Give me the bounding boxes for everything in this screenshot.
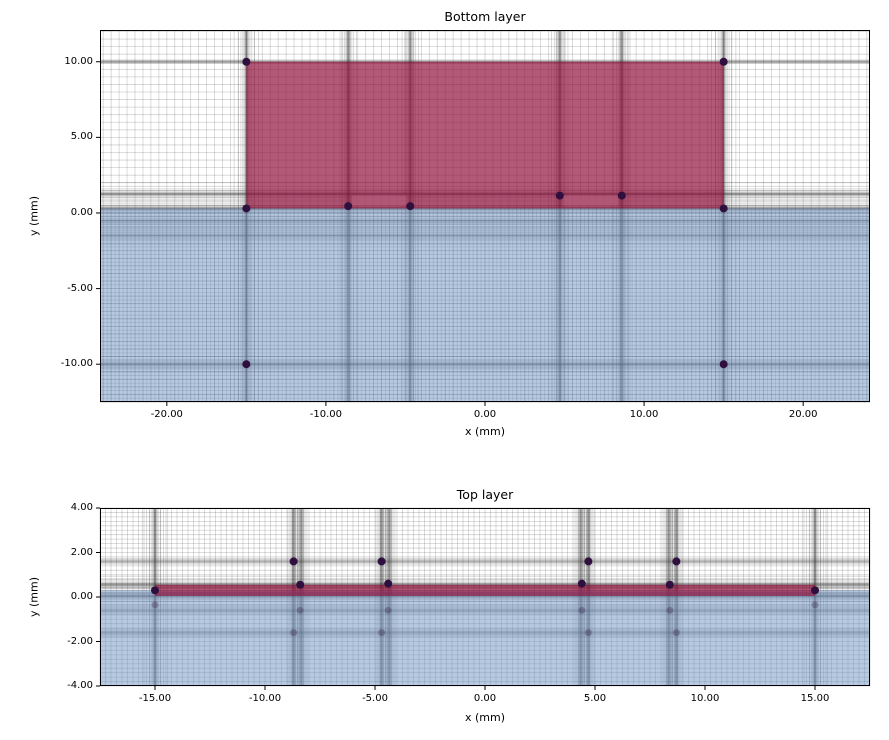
mesh-plot-svg — [96, 507, 871, 690]
mesh-point — [584, 557, 593, 566]
y-tick-label: -2.00 — [67, 635, 93, 647]
tick-marks — [96, 507, 816, 690]
region-substrate — [100, 590, 870, 686]
x-tick-label: 0.00 — [473, 409, 497, 420]
mesh-point — [242, 57, 251, 66]
mesh-point — [617, 191, 626, 200]
plot-title-top-layer: Top layer — [456, 487, 514, 502]
axes-top-layer — [96, 507, 871, 690]
mesh-point-faint — [296, 606, 304, 614]
y-tick-label: -5.00 — [67, 282, 93, 294]
region-substrate — [100, 208, 870, 402]
mesh-point-faint — [666, 606, 674, 614]
x-tick-label: 10.00 — [690, 693, 720, 704]
axes-spines — [100, 30, 870, 402]
y-tick-label: 0.00 — [70, 206, 93, 218]
mesh-points — [151, 557, 819, 637]
mesh-point — [344, 202, 353, 211]
x-tick-label: -10.00 — [309, 409, 343, 420]
x-axis-label-bottom-layer: x (mm) — [464, 425, 506, 438]
mesh-point — [555, 191, 564, 200]
mesh-point-faint — [672, 629, 680, 637]
material-regions — [100, 584, 870, 686]
region-conductor — [155, 584, 815, 596]
mesh-point — [242, 204, 251, 213]
mesh-point-faint — [384, 606, 392, 614]
tick-marks — [96, 61, 804, 406]
y-tick-label: -10.00 — [60, 358, 93, 370]
region-conductor — [246, 61, 724, 209]
x-tick-label: -5.00 — [362, 693, 388, 704]
mesh-point — [811, 586, 819, 595]
y-tick-label: 4.00 — [70, 502, 93, 513]
mesh-point — [406, 202, 415, 211]
mesh-point — [296, 580, 305, 589]
mesh-point — [719, 360, 728, 369]
mesh-points — [242, 57, 728, 369]
y-tick-label: 10.00 — [64, 55, 93, 67]
x-tick-label: -20.00 — [150, 409, 183, 420]
mesh-point-faint — [151, 601, 159, 609]
mesh-point — [151, 586, 159, 595]
mesh-point-faint — [584, 629, 592, 637]
mesh-point — [719, 204, 728, 213]
mesh-point — [242, 360, 251, 369]
x-tick-label: 0.00 — [473, 693, 497, 704]
mesh-point — [719, 57, 728, 66]
mesh-point — [384, 579, 393, 588]
axes-bottom-layer — [96, 30, 870, 406]
y-tick-label: -4.00 — [67, 680, 93, 691]
mesh-point — [577, 579, 586, 588]
mesh-point-faint — [578, 606, 586, 614]
plot-title-bottom-layer: Bottom layer — [444, 9, 526, 24]
x-tick-label: 5.00 — [583, 693, 607, 704]
mesh-point — [289, 557, 298, 566]
x-tick-label: -15.00 — [138, 693, 172, 704]
x-tick-label: 15.00 — [800, 693, 830, 704]
x-tick-label: -10.00 — [248, 693, 282, 704]
y-tick-label: 2.00 — [70, 546, 93, 558]
y-tick-label: 5.00 — [70, 131, 93, 143]
mesh-point — [672, 557, 681, 566]
y-tick-label: 0.00 — [70, 591, 93, 602]
axes-spines — [100, 508, 870, 686]
mesh-point — [377, 557, 386, 566]
mesh-point-faint — [290, 629, 298, 637]
mesh-plot-svg — [96, 30, 870, 406]
mesh-point-faint — [811, 601, 819, 609]
material-regions — [100, 61, 870, 402]
mesh-point — [665, 580, 674, 589]
x-tick-label: 10.00 — [629, 409, 659, 420]
mesh-point-faint — [378, 629, 386, 637]
x-axis-label-top-layer: x (mm) — [464, 711, 506, 724]
x-tick-label: 20.00 — [788, 409, 818, 420]
